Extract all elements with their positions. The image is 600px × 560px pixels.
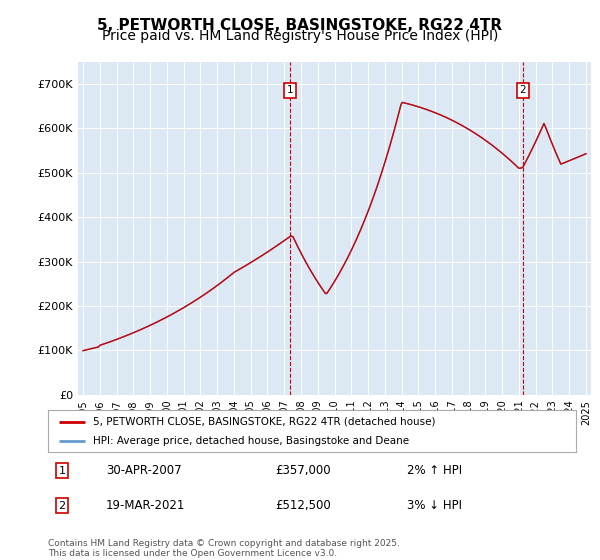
Text: 5, PETWORTH CLOSE, BASINGSTOKE, RG22 4TR: 5, PETWORTH CLOSE, BASINGSTOKE, RG22 4TR <box>97 18 503 33</box>
Text: 1: 1 <box>286 86 293 95</box>
Text: HPI: Average price, detached house, Basingstoke and Deane: HPI: Average price, detached house, Basi… <box>93 436 409 446</box>
Text: 2: 2 <box>59 501 65 511</box>
Text: 5, PETWORTH CLOSE, BASINGSTOKE, RG22 4TR (detached house): 5, PETWORTH CLOSE, BASINGSTOKE, RG22 4TR… <box>93 417 436 427</box>
Text: 19-MAR-2021: 19-MAR-2021 <box>106 499 185 512</box>
Text: 2: 2 <box>519 86 526 95</box>
Text: £357,000: £357,000 <box>275 464 331 477</box>
Text: Price paid vs. HM Land Registry's House Price Index (HPI): Price paid vs. HM Land Registry's House … <box>102 29 498 43</box>
Text: 30-APR-2007: 30-APR-2007 <box>106 464 182 477</box>
Text: £512,500: £512,500 <box>275 499 331 512</box>
Text: 1: 1 <box>59 466 65 475</box>
Text: Contains HM Land Registry data © Crown copyright and database right 2025.
This d: Contains HM Land Registry data © Crown c… <box>48 539 400 558</box>
Text: 2% ↑ HPI: 2% ↑ HPI <box>407 464 462 477</box>
Text: 3% ↓ HPI: 3% ↓ HPI <box>407 499 462 512</box>
